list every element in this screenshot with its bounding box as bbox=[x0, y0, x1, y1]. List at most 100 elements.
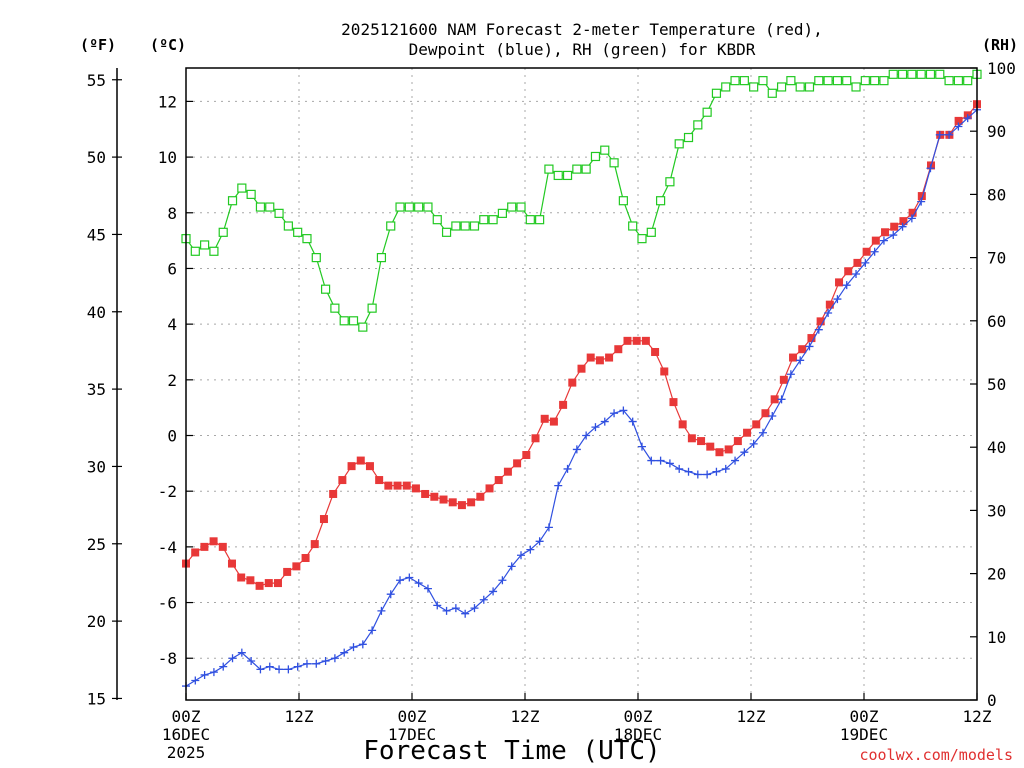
rh-point bbox=[814, 76, 824, 86]
rh-point bbox=[963, 76, 973, 86]
dewpoint-point bbox=[563, 464, 572, 473]
rh-point bbox=[581, 164, 591, 174]
rh-point bbox=[423, 202, 433, 212]
rh-point bbox=[283, 221, 293, 231]
temperature-point bbox=[890, 222, 899, 231]
dewpoint-point bbox=[600, 417, 609, 426]
dewpoint-point bbox=[879, 236, 888, 245]
temperature-point bbox=[807, 334, 816, 343]
fahrenheit-tick-label: 20 bbox=[87, 612, 106, 631]
dewpoint-point bbox=[610, 409, 619, 418]
rh-point bbox=[237, 183, 247, 193]
temperature-point bbox=[301, 554, 310, 563]
temperature-point bbox=[522, 450, 531, 459]
temperature-point bbox=[292, 562, 301, 571]
rh-point bbox=[339, 316, 349, 326]
temperature-point bbox=[218, 542, 227, 551]
dewpoint-point bbox=[479, 595, 488, 604]
rh-point bbox=[386, 221, 396, 231]
fahrenheit-tick-label: 50 bbox=[87, 148, 106, 167]
dewpoint-point bbox=[572, 445, 581, 454]
time-tick-label: 00Z bbox=[850, 707, 879, 726]
rh-tick-label: 100 bbox=[987, 59, 1016, 78]
gridlines bbox=[186, 68, 977, 700]
dewpoint-point bbox=[712, 467, 721, 476]
dewpoint-point bbox=[405, 573, 414, 582]
dewpoint-point bbox=[796, 356, 805, 365]
rh-point bbox=[916, 69, 926, 79]
time-tick-label: 12Z bbox=[511, 707, 540, 726]
rh-point bbox=[535, 215, 545, 225]
temperature-point bbox=[917, 192, 926, 201]
rh-point bbox=[702, 107, 712, 117]
series-line bbox=[185, 109, 978, 687]
dewpoint-point bbox=[358, 640, 367, 649]
rh-point bbox=[227, 196, 238, 206]
dewpoint-point bbox=[824, 309, 833, 318]
dewpoint-point bbox=[665, 459, 674, 468]
temperature-point bbox=[513, 459, 522, 468]
temperature-point bbox=[549, 417, 558, 426]
dewpoint-point bbox=[805, 342, 814, 351]
rh-point bbox=[507, 202, 517, 212]
rh-point bbox=[646, 227, 656, 237]
temperature-point bbox=[660, 367, 669, 376]
rh-point bbox=[348, 316, 359, 326]
time-tick-label: 00Z bbox=[398, 707, 427, 726]
temperature-point bbox=[356, 456, 365, 465]
rh-point bbox=[218, 227, 228, 237]
dewpoint-point bbox=[507, 562, 516, 571]
temperature-point bbox=[246, 576, 255, 585]
temperature-point bbox=[503, 467, 512, 476]
rh-point bbox=[758, 76, 768, 86]
rh-point bbox=[907, 69, 917, 79]
celsius-tick-label: 12 bbox=[158, 92, 177, 111]
rh-point bbox=[609, 158, 619, 168]
dewpoint-point bbox=[619, 406, 628, 415]
temperature-point bbox=[347, 462, 356, 471]
temperature-point bbox=[752, 420, 761, 429]
dewpoint-point bbox=[451, 604, 460, 613]
rh-point bbox=[749, 82, 759, 92]
credit-label: coolwx.com/models bbox=[859, 746, 1013, 764]
dewpoint-point bbox=[200, 670, 209, 679]
dewpoint-point bbox=[852, 270, 861, 279]
temperature-point bbox=[476, 492, 485, 501]
fahrenheit-tick-label: 55 bbox=[87, 71, 106, 90]
temperature-point bbox=[319, 515, 328, 524]
dewpoint-point bbox=[498, 576, 507, 585]
temperature-point bbox=[421, 489, 430, 498]
temperature-point bbox=[743, 428, 752, 437]
fahrenheit-tick-label: 45 bbox=[87, 225, 106, 244]
rh-point bbox=[572, 164, 582, 174]
dewpoint-point bbox=[302, 659, 311, 668]
dewpoint-point bbox=[786, 370, 795, 379]
rh-point bbox=[516, 202, 526, 212]
dewpoint-point bbox=[833, 295, 842, 304]
temperature-point bbox=[733, 437, 742, 446]
rh-point bbox=[460, 221, 470, 231]
celsius-tick-label: 4 bbox=[167, 315, 177, 334]
rh-tick-label: 90 bbox=[987, 122, 1006, 141]
rh-point bbox=[190, 246, 200, 256]
rh-point bbox=[776, 82, 787, 92]
rh-tick-label: 70 bbox=[987, 249, 1006, 268]
temperature-point bbox=[365, 462, 374, 471]
dewpoint-point bbox=[758, 428, 767, 437]
dewpoint-point bbox=[926, 164, 935, 173]
rh-point bbox=[935, 69, 945, 79]
rh-point bbox=[311, 253, 321, 263]
temperature-point bbox=[264, 579, 273, 588]
rh-point bbox=[293, 227, 303, 237]
rh-point bbox=[395, 202, 405, 212]
rh-tick-label: 10 bbox=[987, 628, 1006, 647]
temperature-point bbox=[384, 481, 393, 490]
temperature-point bbox=[954, 116, 963, 125]
dewpoint-point bbox=[237, 648, 246, 657]
rh-point bbox=[404, 202, 414, 212]
temperature-point bbox=[411, 484, 420, 493]
temperature-point bbox=[255, 581, 264, 590]
temperature-point bbox=[908, 208, 917, 217]
dewpoint-point bbox=[517, 551, 526, 560]
